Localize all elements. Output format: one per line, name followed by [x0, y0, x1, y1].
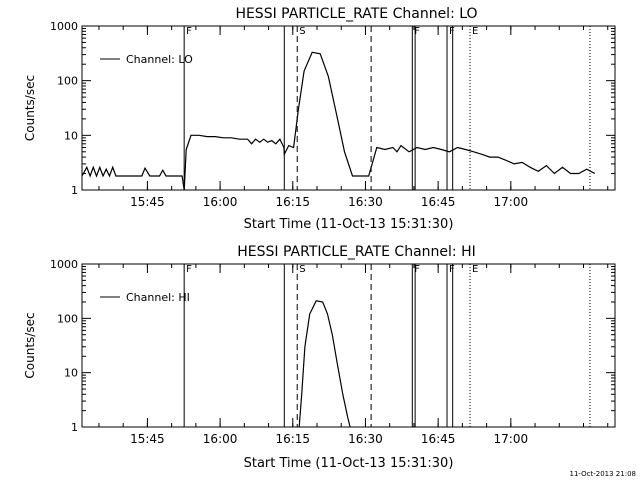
chart-title: HESSI PARTICLE_RATE Channel: LO — [235, 6, 477, 22]
chart-title: HESSI PARTICLE_RATE Channel: HI — [237, 244, 475, 260]
plot-frame — [81, 25, 616, 191]
event-marker-label: F — [186, 26, 192, 37]
x-axis-label: Start Time (11-Oct-13 15:31:30) — [244, 456, 454, 471]
x-tick-label: 16:15 — [275, 195, 310, 209]
event-marker-label: S — [299, 26, 305, 37]
timestamp-label: 11-Oct-2013 21:08 — [569, 470, 636, 478]
y-tick-label: 1000 — [50, 20, 78, 33]
y-tick-label: 10 — [64, 367, 78, 380]
x-tick-label: 16:15 — [275, 432, 310, 446]
event-marker-label: F — [449, 26, 455, 37]
x-tick-label: 17:00 — [494, 195, 529, 209]
y-axis-label: Counts/sec — [23, 312, 37, 378]
chart-panel-hi: HESSI PARTICLE_RATE Channel: HI 1 10 100 100… — [23, 244, 616, 471]
x-tick-label: 16:00 — [203, 432, 238, 446]
y-tick-label: 100 — [57, 75, 78, 88]
x-tick-label: 16:30 — [348, 432, 383, 446]
y-axis-label: Counts/sec — [23, 75, 37, 141]
event-marker-label: F — [414, 26, 420, 37]
y-tick-label: 10 — [64, 129, 78, 142]
event-marker-label: F — [186, 264, 192, 275]
y-tick-label: 1 — [71, 421, 78, 434]
x-tick-label: 16:30 — [348, 195, 383, 209]
chart-panel-lo: HESSI PARTICLE_RATE Channel: LO 1 10 100 100… — [23, 6, 616, 232]
legend-entry: Channel: HI — [126, 291, 190, 304]
event-marker-label: F — [449, 264, 455, 275]
event-marker-label: S — [299, 264, 305, 275]
y-tick-label: 1 — [71, 184, 78, 197]
legend-entry: Channel: LO — [126, 53, 193, 66]
x-tick-label: 16:45 — [421, 432, 456, 446]
event-marker-label: F — [414, 264, 420, 275]
x-tick-label: 17:00 — [494, 432, 529, 446]
x-tick-label: 15:45 — [130, 195, 165, 209]
y-tick-label: 1000 — [50, 258, 78, 271]
series-line — [298, 300, 351, 428]
x-tick-label: 16:00 — [203, 195, 238, 209]
series-line — [81, 51, 596, 191]
event-marker-label: E — [472, 26, 478, 37]
plot-frame — [81, 263, 616, 428]
event-marker-label: E — [472, 264, 478, 275]
x-tick-label: 16:45 — [421, 195, 456, 209]
x-tick-label: 15:45 — [130, 432, 165, 446]
x-axis-label: Start Time (11-Oct-13 15:31:30) — [244, 217, 454, 232]
y-tick-label: 100 — [57, 312, 78, 325]
